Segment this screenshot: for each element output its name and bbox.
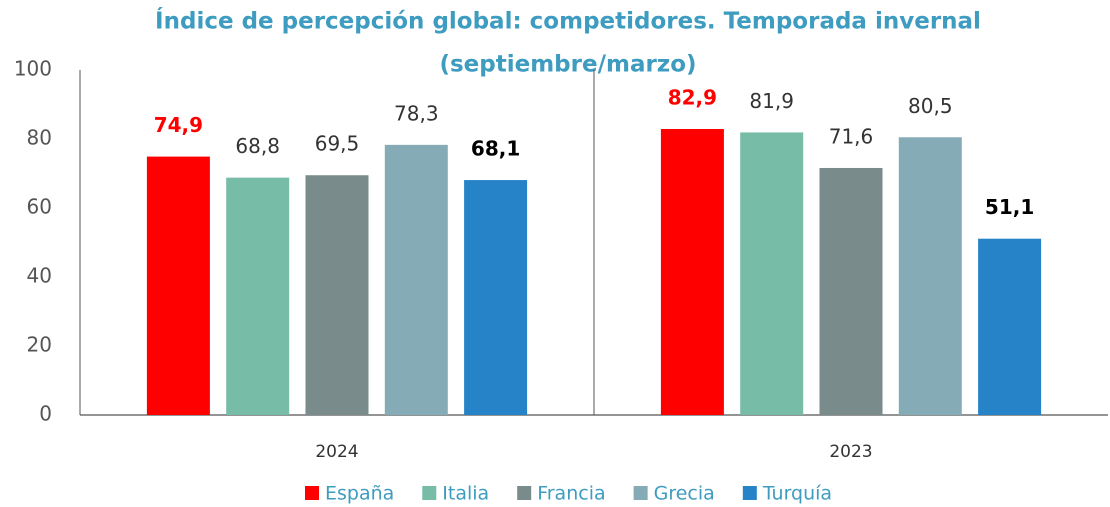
- bar: [660, 128, 724, 415]
- bar: [305, 175, 369, 415]
- value-label: 68,1: [471, 137, 520, 161]
- value-label: 69,5: [315, 132, 360, 156]
- value-label: 78,3: [394, 101, 439, 125]
- value-label: 81,9: [749, 89, 794, 113]
- bar: [898, 137, 962, 415]
- bar: [226, 177, 290, 415]
- y-tick-label: 20: [27, 333, 52, 357]
- bar: [146, 156, 210, 415]
- y-tick-label: 60: [27, 195, 52, 219]
- value-label: 51,1: [985, 195, 1034, 219]
- legend-label: Francia: [537, 483, 605, 505]
- value-label: 71,6: [829, 124, 874, 148]
- legend-swatch: [742, 486, 757, 500]
- chart-title: (septiembre/marzo): [439, 52, 696, 78]
- legend-swatch: [633, 486, 648, 500]
- bar: [978, 238, 1042, 415]
- y-tick-label: 80: [27, 126, 52, 150]
- bar: [384, 144, 448, 416]
- y-tick-label: 40: [27, 264, 52, 288]
- legend-label: Turquía: [762, 483, 832, 505]
- x-tick-label: 2024: [315, 442, 358, 462]
- value-label: 80,5: [908, 94, 953, 118]
- chart-title: Índice de percepción global: competidore…: [155, 7, 981, 35]
- bar: [464, 180, 528, 415]
- value-label: 74,9: [154, 113, 203, 137]
- legend-swatch: [422, 486, 437, 500]
- legend-swatch: [305, 486, 319, 500]
- value-label: 82,9: [668, 85, 717, 109]
- bar: [819, 167, 883, 415]
- legend-label: España: [325, 483, 394, 505]
- value-label: 68,8: [235, 134, 280, 158]
- bar: [740, 132, 804, 415]
- legend-label: Italia: [442, 483, 489, 505]
- legend-label: Grecia: [654, 483, 715, 505]
- y-tick-label: 0: [39, 402, 52, 426]
- x-tick-label: 2023: [829, 442, 872, 462]
- legend-swatch: [517, 486, 532, 500]
- y-tick-label: 100: [14, 57, 52, 81]
